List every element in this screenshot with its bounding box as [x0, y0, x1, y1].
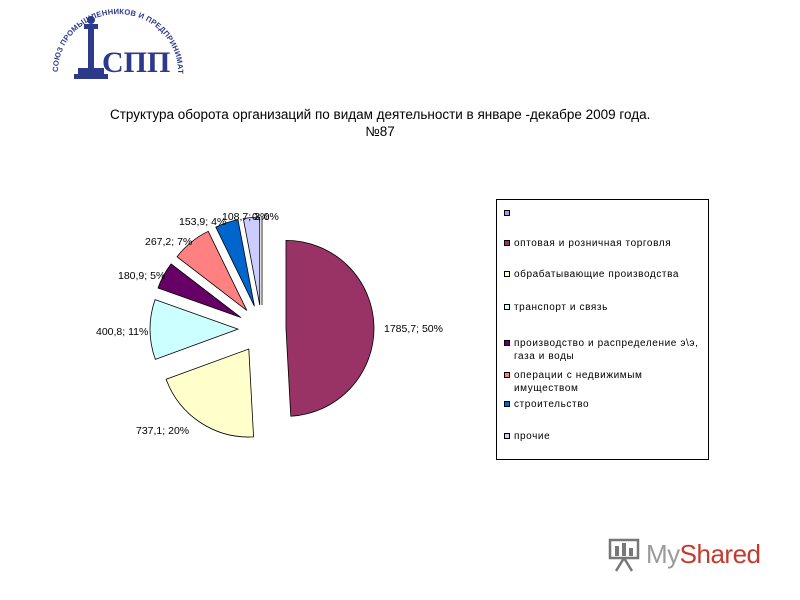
legend-item: оптовая и розничная торговля [504, 237, 704, 250]
pie-slices [149, 216, 375, 438]
watermark-text: MyShared [646, 539, 761, 569]
pie-data-label: 1785,7; 50% [384, 323, 443, 335]
legend-swatch [504, 401, 510, 407]
legend-swatch [504, 304, 510, 310]
pie-data-label: 180,9; 5% [118, 270, 165, 282]
pie-slice [242, 216, 261, 306]
pie-slice [176, 230, 248, 311]
legend-swatch [504, 240, 510, 246]
legend-item: прочие [504, 430, 704, 443]
legend-label: прочие [514, 431, 551, 442]
pie-data-label: 400,8; 11% [96, 326, 148, 338]
chart-legend: оптовая и розничная торговля обрабатывающ… [496, 199, 709, 460]
legend-swatch [504, 372, 510, 378]
presentation-board-icon [608, 538, 640, 572]
logo-column-icon [74, 16, 108, 79]
legend-label: производство и распределение э\э, газа и… [514, 338, 699, 362]
legend-item: строительство [504, 398, 704, 411]
chart-title: Структура оборота организаций по видам д… [110, 106, 650, 140]
pie-data-label: 737,1; 20% [136, 425, 189, 437]
legend-swatch [504, 210, 510, 216]
pie-slice [165, 348, 254, 438]
chart-title-line1: Структура оборота организаций по видам д… [110, 107, 651, 122]
pie-slice [285, 239, 375, 417]
legend-label: обрабатывающие производства [514, 269, 680, 280]
legend-label: строительство [514, 399, 590, 410]
legend-label: операции с недвижимым имуществом [514, 370, 643, 394]
pie-slice [157, 263, 242, 318]
legend-swatch [504, 271, 510, 277]
legend-swatch [504, 433, 510, 439]
legend-item: транспорт и связь [504, 301, 704, 314]
legend-item: обрабатывающие производства [504, 268, 704, 281]
pie-slice [149, 299, 240, 360]
pie-slice [215, 219, 255, 307]
myshared-watermark: MyShared [606, 535, 776, 575]
legend-item: операции с недвижимым имуществом [504, 369, 704, 395]
legend-swatch [504, 340, 510, 346]
logo-monogram: СПП [102, 46, 170, 79]
legend-item: производство и распределение э\э, газа и… [504, 337, 704, 363]
pie-data-label: 108,7; 3% [222, 211, 269, 223]
chart-title-line2: №87 [365, 124, 395, 139]
pie-data-label: 267,2; 7% [145, 236, 192, 248]
pie-data-label: 153,9; 4% [179, 216, 226, 228]
legend-label: оптовая и розничная торговля [514, 238, 672, 249]
pie-data-label: 0; 0% [252, 211, 279, 223]
spp-logo: СОЮЗ ПРОМЫШЛЕННИКОВ И ПРЕДПРИНИМАТЕЛЕЙ С… [38, 0, 185, 79]
pie-labels: 1785,7; 50% 737,1; 20% 400,8; 11% 180,9; 5%… [96, 211, 443, 437]
legend-label: транспорт и связь [514, 302, 608, 313]
